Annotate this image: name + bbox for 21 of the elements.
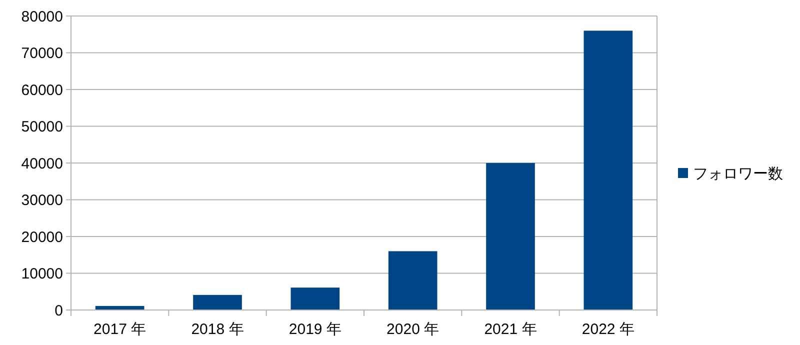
bar xyxy=(290,288,340,310)
y-tick-label: 80000 xyxy=(21,8,63,26)
legend-label: フォロワー数 xyxy=(693,165,783,182)
bar xyxy=(486,163,535,310)
y-tick-label: 60000 xyxy=(21,82,63,99)
y-tick-label: 0 xyxy=(54,302,63,320)
y-tick-label: 40000 xyxy=(21,155,63,172)
y-tick-label: 20000 xyxy=(21,228,63,246)
bar xyxy=(388,251,438,310)
y-tick-label: 50000 xyxy=(21,118,63,136)
x-tick-label: 2020 年 xyxy=(386,321,440,338)
y-tick-label: 70000 xyxy=(21,45,63,62)
bar xyxy=(193,294,242,310)
x-tick-label: 2017 年 xyxy=(94,321,146,338)
y-tick-label: 10000 xyxy=(21,266,63,282)
x-tick-label: 2019 年 xyxy=(288,321,342,338)
y-tick-label: 30000 xyxy=(21,192,63,209)
x-tick-label: 2021 年 xyxy=(484,321,537,338)
x-tick-label: 2018 年 xyxy=(191,321,244,338)
bar xyxy=(584,30,633,310)
x-tick-label: 2022 年 xyxy=(582,321,634,338)
